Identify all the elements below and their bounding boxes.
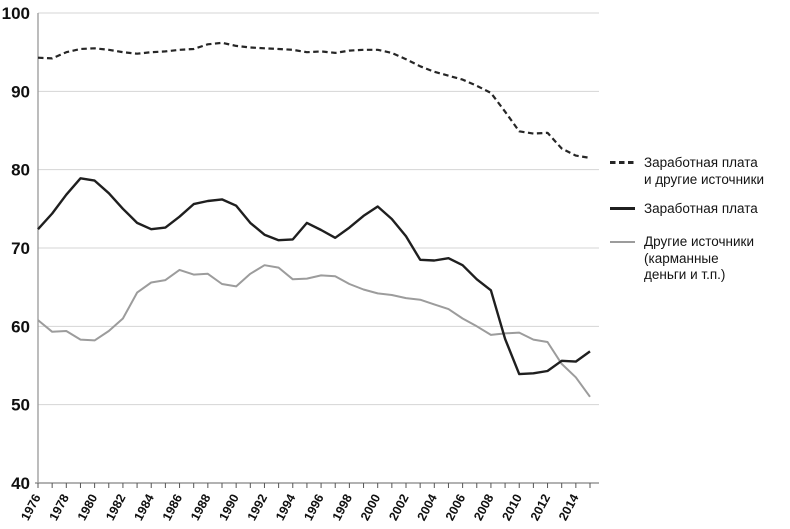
x-tick-label: 1988 (188, 492, 213, 523)
legend-label-line: Заработная плата (644, 201, 758, 216)
solid-black-line-sample (610, 207, 635, 210)
y-tick-label: 100 (2, 4, 30, 23)
series-line-0 (37, 41, 591, 159)
x-tick-label: 2006 (443, 492, 468, 523)
x-tick-label: 1984 (131, 492, 156, 523)
x-tick-label: 2012 (528, 492, 553, 523)
solid-gray-line-sample (610, 241, 635, 243)
x-tick-label: 2002 (386, 492, 411, 523)
y-tick-label: 60 (11, 317, 30, 336)
x-tick-label: 1986 (160, 492, 185, 523)
x-tick-label: 1982 (103, 492, 128, 523)
x-tick-label: 1990 (216, 492, 241, 523)
x-tick-label: 1992 (245, 492, 270, 523)
x-tick-label: 2004 (415, 492, 440, 523)
legend-label: Другие источники (карманные деньги и т.п… (644, 234, 754, 284)
legend-item-wages: Заработная плата (610, 201, 758, 218)
legend-label-line: Другие источники (644, 234, 754, 249)
dashed-line-sample (610, 161, 635, 164)
x-tick-label: 2010 (499, 492, 524, 523)
y-tick-label: 40 (11, 474, 30, 493)
y-tick-label: 70 (11, 239, 30, 258)
y-tick-label: 80 (11, 161, 30, 180)
x-tick-label: 2000 (358, 492, 383, 523)
legend-label-line: деньги и т.п.) (644, 267, 726, 282)
x-tick-label: 1994 (273, 492, 298, 523)
x-tick-label: 1976 (18, 492, 43, 523)
legend-label-line: и другие источники (644, 171, 765, 187)
series-line-1 (37, 177, 591, 376)
legend-label-line: Заработная плата (644, 155, 758, 170)
legend-label-line: (карманные (644, 250, 719, 266)
x-tick-label: 1978 (47, 492, 72, 523)
x-tick-label: 1998 (330, 492, 355, 523)
legend-label: Заработная плата и другие источники (644, 155, 764, 188)
series-line-2 (37, 264, 591, 398)
x-tick-label: 2008 (471, 492, 496, 523)
legend-item-other-sources: Другие источники (карманные деньги и т.п… (610, 234, 754, 284)
x-tick-label: 2014 (556, 492, 581, 523)
legend-label: Заработная плата (644, 201, 758, 218)
x-tick-label: 1996 (301, 492, 326, 523)
y-tick-label: 90 (11, 82, 30, 101)
x-tick-label: 1980 (75, 492, 100, 523)
y-tick-label: 50 (11, 396, 30, 415)
legend-item-wages-and-other: Заработная плата и другие источники (610, 155, 764, 188)
